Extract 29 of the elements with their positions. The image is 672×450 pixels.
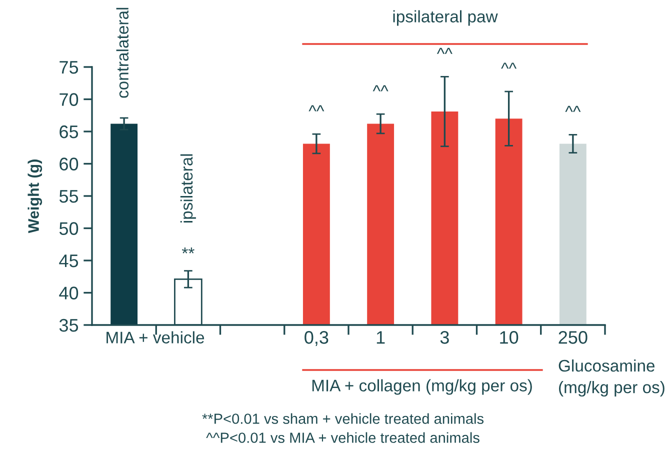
text: ^^ (436, 48, 452, 54)
y-tick-label: 65 (60, 125, 78, 138)
text: ipsilateral paw (393, 10, 498, 26)
text: ^^P<0.01 vs MIA + vehicle treated animals (206, 432, 480, 443)
annotation: ** (182, 248, 194, 254)
annotation: ^^ (308, 105, 324, 112)
text: **P<0.01 vs sham + vehicle treated animals (202, 413, 484, 424)
annotation: ipsilateral (180, 154, 196, 222)
y-axis-title: Weight (g) (28, 160, 42, 234)
x-tick-label: 10 (500, 331, 518, 344)
text: MIA + collagen (mg/kg per os) (312, 379, 532, 395)
annotation: ^^ (565, 106, 581, 112)
x-tick-label: 3 (440, 331, 449, 344)
x-tick-label: 250 (558, 331, 588, 344)
y-tick-label: 55 (59, 190, 78, 203)
annotation: contralateral (116, 8, 129, 98)
text: Glucosamine (mg/kg per os) (558, 359, 664, 397)
text: MIA + vehicle (106, 331, 204, 344)
y-tick-label: 35 (59, 318, 78, 332)
y-tick-label: 70 (60, 93, 78, 106)
x-tick-label: 0,3 (304, 331, 328, 346)
annotation: ^^ (501, 62, 517, 69)
y-tick-label: 75 (60, 61, 78, 74)
y-tick-label: 40 (59, 286, 78, 300)
y-tick-label: 50 (59, 222, 78, 235)
x-tick-label: 1 (376, 331, 385, 344)
y-tick-label: 45 (59, 254, 78, 268)
annotation: ^^ (372, 85, 388, 92)
y-tick-label: 60 (60, 158, 78, 170)
